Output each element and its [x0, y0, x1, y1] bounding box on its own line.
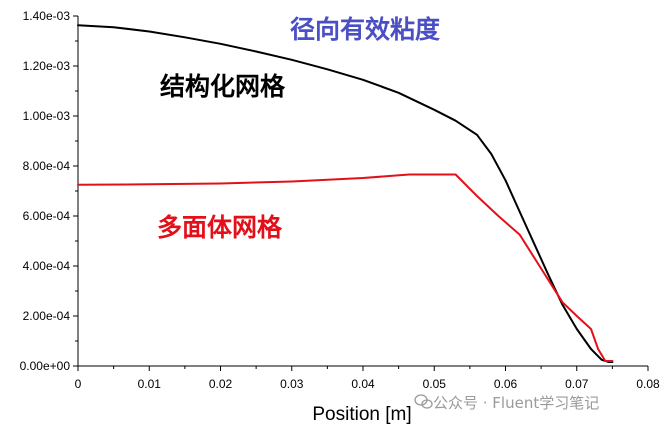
- x-tick-label: 0.05: [423, 377, 447, 391]
- x-tick-label: 0.02: [209, 377, 233, 391]
- series-layer: [77, 24, 614, 363]
- y-tick-label: 6.00e-04: [23, 209, 71, 223]
- x-tick-label: 0.03: [280, 377, 304, 391]
- annotation-title: 径向有效粘度: [290, 15, 440, 44]
- wechat-icon: [414, 394, 433, 409]
- y-tick-label: 1.00e-03: [23, 109, 71, 123]
- x-tick-label: 0.07: [565, 377, 589, 391]
- x-tick-label: 0.01: [138, 377, 162, 391]
- x-axis-label: Position [m]: [312, 404, 411, 425]
- x-tick-label: 0.08: [636, 377, 660, 391]
- y-tick-label: 4.00e-04: [23, 259, 71, 273]
- x-tick-label: 0.06: [494, 377, 518, 391]
- y-tick-label: 1.20e-03: [23, 59, 71, 73]
- x-tick-label: 0: [75, 377, 82, 391]
- annotation-polyhedral-mesh: 多面体网格: [157, 213, 283, 242]
- y-tick-label: 8.00e-04: [23, 159, 71, 173]
- y-tick-label: 1.40e-03: [23, 9, 71, 23]
- x-tick-label: 0.04: [351, 377, 375, 391]
- y-tick-label: 2.00e-04: [23, 309, 71, 323]
- axes: 0.00e+00 2.00e-04 4.00e-04 6.00e-04 8.00e-04…: [20, 9, 660, 391]
- series-line-structured-mesh: [77, 24, 614, 363]
- annotation-structured-mesh: 结构化网格: [160, 72, 286, 101]
- watermark-text: 公众号 · Fluent学习笔记: [433, 394, 599, 412]
- series-line-polyhedral-mesh: [77, 173, 614, 362]
- y-tick-label: 0.00e+00: [20, 359, 71, 373]
- watermark: 公众号 · Fluent学习笔记: [414, 394, 599, 412]
